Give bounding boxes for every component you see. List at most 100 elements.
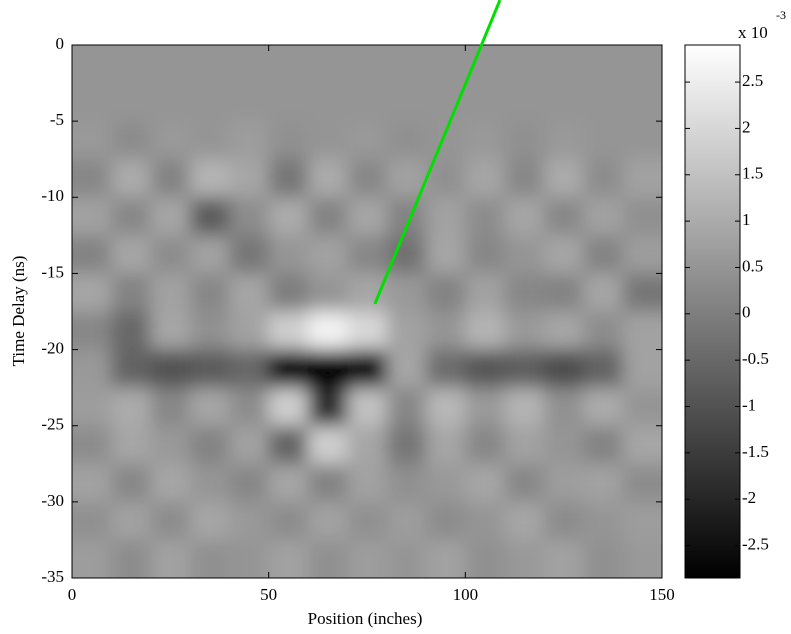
heatmap-cell xyxy=(622,501,662,541)
heatmap-cell xyxy=(583,311,624,351)
heatmap-cell xyxy=(190,197,230,236)
heatmap-cell xyxy=(504,197,545,236)
heatmap-cell xyxy=(72,83,112,122)
heatmap-cell xyxy=(426,311,466,351)
y-axis-label: Time Delay (ns) xyxy=(9,256,28,367)
heatmap-cell xyxy=(583,121,624,160)
heatmap-cells xyxy=(72,45,662,578)
colorbar-tick-label: 2 xyxy=(742,117,751,136)
heatmap-cell xyxy=(190,273,230,312)
heatmap-cell xyxy=(465,235,506,274)
heatmap-cell xyxy=(229,501,270,541)
heatmap-cell xyxy=(583,197,624,236)
y-tick-label: -25 xyxy=(41,415,64,434)
heatmap-cell xyxy=(308,121,348,160)
heatmap-cell xyxy=(111,159,152,198)
heatmap-cell xyxy=(465,159,506,198)
heatmap-cell xyxy=(229,235,270,274)
heatmap-cell xyxy=(111,501,152,541)
heatmap-cell xyxy=(347,311,388,351)
heatmap-cell xyxy=(386,349,427,389)
heatmap-cell xyxy=(229,349,270,389)
heatmap-cell xyxy=(583,539,624,578)
heatmap-cell xyxy=(150,45,191,84)
heatmap-cell xyxy=(544,45,584,84)
heatmap-cell xyxy=(504,501,545,541)
heatmap-cell xyxy=(544,539,584,578)
heatmap-cell xyxy=(386,463,427,503)
heatmap-cell xyxy=(190,501,230,541)
heatmap-cell xyxy=(622,235,662,274)
heatmap-cell xyxy=(190,539,230,578)
heatmap-cell xyxy=(308,463,348,503)
heatmap-cell xyxy=(150,311,191,351)
heatmap-cell xyxy=(268,121,309,160)
x-tick-label: 0 xyxy=(68,585,77,604)
heatmap-cell xyxy=(150,501,191,541)
heatmap-cell xyxy=(426,387,466,427)
heatmap-cell xyxy=(190,159,230,198)
heatmap-cell xyxy=(583,463,624,503)
heatmap-cell xyxy=(190,425,230,465)
heatmap-cell xyxy=(268,501,309,541)
heatmap-cell xyxy=(347,273,388,312)
heatmap-cell xyxy=(150,425,191,465)
heatmap-cell xyxy=(308,273,348,312)
heatmap-cell xyxy=(268,45,309,84)
heatmap-cell xyxy=(150,273,191,312)
heatmap-cell xyxy=(426,197,466,236)
colorbar-tick-label: 0 xyxy=(742,303,751,322)
heatmap-cell xyxy=(150,83,191,122)
heatmap-cell xyxy=(583,387,624,427)
heatmap-cell xyxy=(190,45,230,84)
heatmap-cell xyxy=(622,121,662,160)
heatmap-cell xyxy=(150,121,191,160)
heatmap-cell xyxy=(347,121,388,160)
heatmap-cell xyxy=(465,121,506,160)
heatmap-cell xyxy=(150,387,191,427)
heatmap-cell xyxy=(347,235,388,274)
heatmap-cell xyxy=(544,235,584,274)
y-tick-label: -30 xyxy=(41,491,64,510)
heatmap-cell xyxy=(268,235,309,274)
heatmap-cell xyxy=(426,501,466,541)
heatmap-cell xyxy=(622,425,662,465)
heatmap-cell xyxy=(386,311,427,351)
heatmap-cell xyxy=(190,349,230,389)
heatmap-cell xyxy=(111,311,152,351)
heatmap-cell xyxy=(465,311,506,351)
heatmap-cell xyxy=(544,197,584,236)
heatmap-cell xyxy=(72,463,112,503)
heatmap-cell xyxy=(465,83,506,122)
heatmap-cell xyxy=(229,311,270,351)
heatmap-cell xyxy=(150,197,191,236)
heatmap-cell xyxy=(504,539,545,578)
heatmap-cell xyxy=(268,349,309,389)
heatmap-cell xyxy=(268,197,309,236)
colorbar-tick-label: 1.5 xyxy=(742,164,763,183)
colorbar-tick-label: -2.5 xyxy=(742,534,769,553)
heatmap-cell xyxy=(583,501,624,541)
heatmap-cell xyxy=(308,235,348,274)
annotation-line xyxy=(373,0,502,305)
heatmap-cell xyxy=(308,159,348,198)
heatmap-cell xyxy=(504,311,545,351)
heatmap-cell xyxy=(72,45,112,84)
heatmap-cell xyxy=(386,45,427,84)
heatmap-cell xyxy=(308,45,348,84)
heatmap-cell xyxy=(347,387,388,427)
heatmap-cell xyxy=(622,311,662,351)
heatmap-cell xyxy=(72,539,112,578)
colorbar-label: x 10 xyxy=(738,23,768,42)
heatmap-cell xyxy=(504,463,545,503)
heatmap-cell xyxy=(268,311,309,351)
heatmap-cell xyxy=(72,501,112,541)
heatmap-cell xyxy=(583,159,624,198)
heatmap-cell xyxy=(544,121,584,160)
heatmap-cell xyxy=(347,197,388,236)
heatmap-cell xyxy=(111,349,152,389)
heatmap-cell xyxy=(111,463,152,503)
heatmap-cell xyxy=(504,121,545,160)
heatmap-cell xyxy=(504,273,545,312)
